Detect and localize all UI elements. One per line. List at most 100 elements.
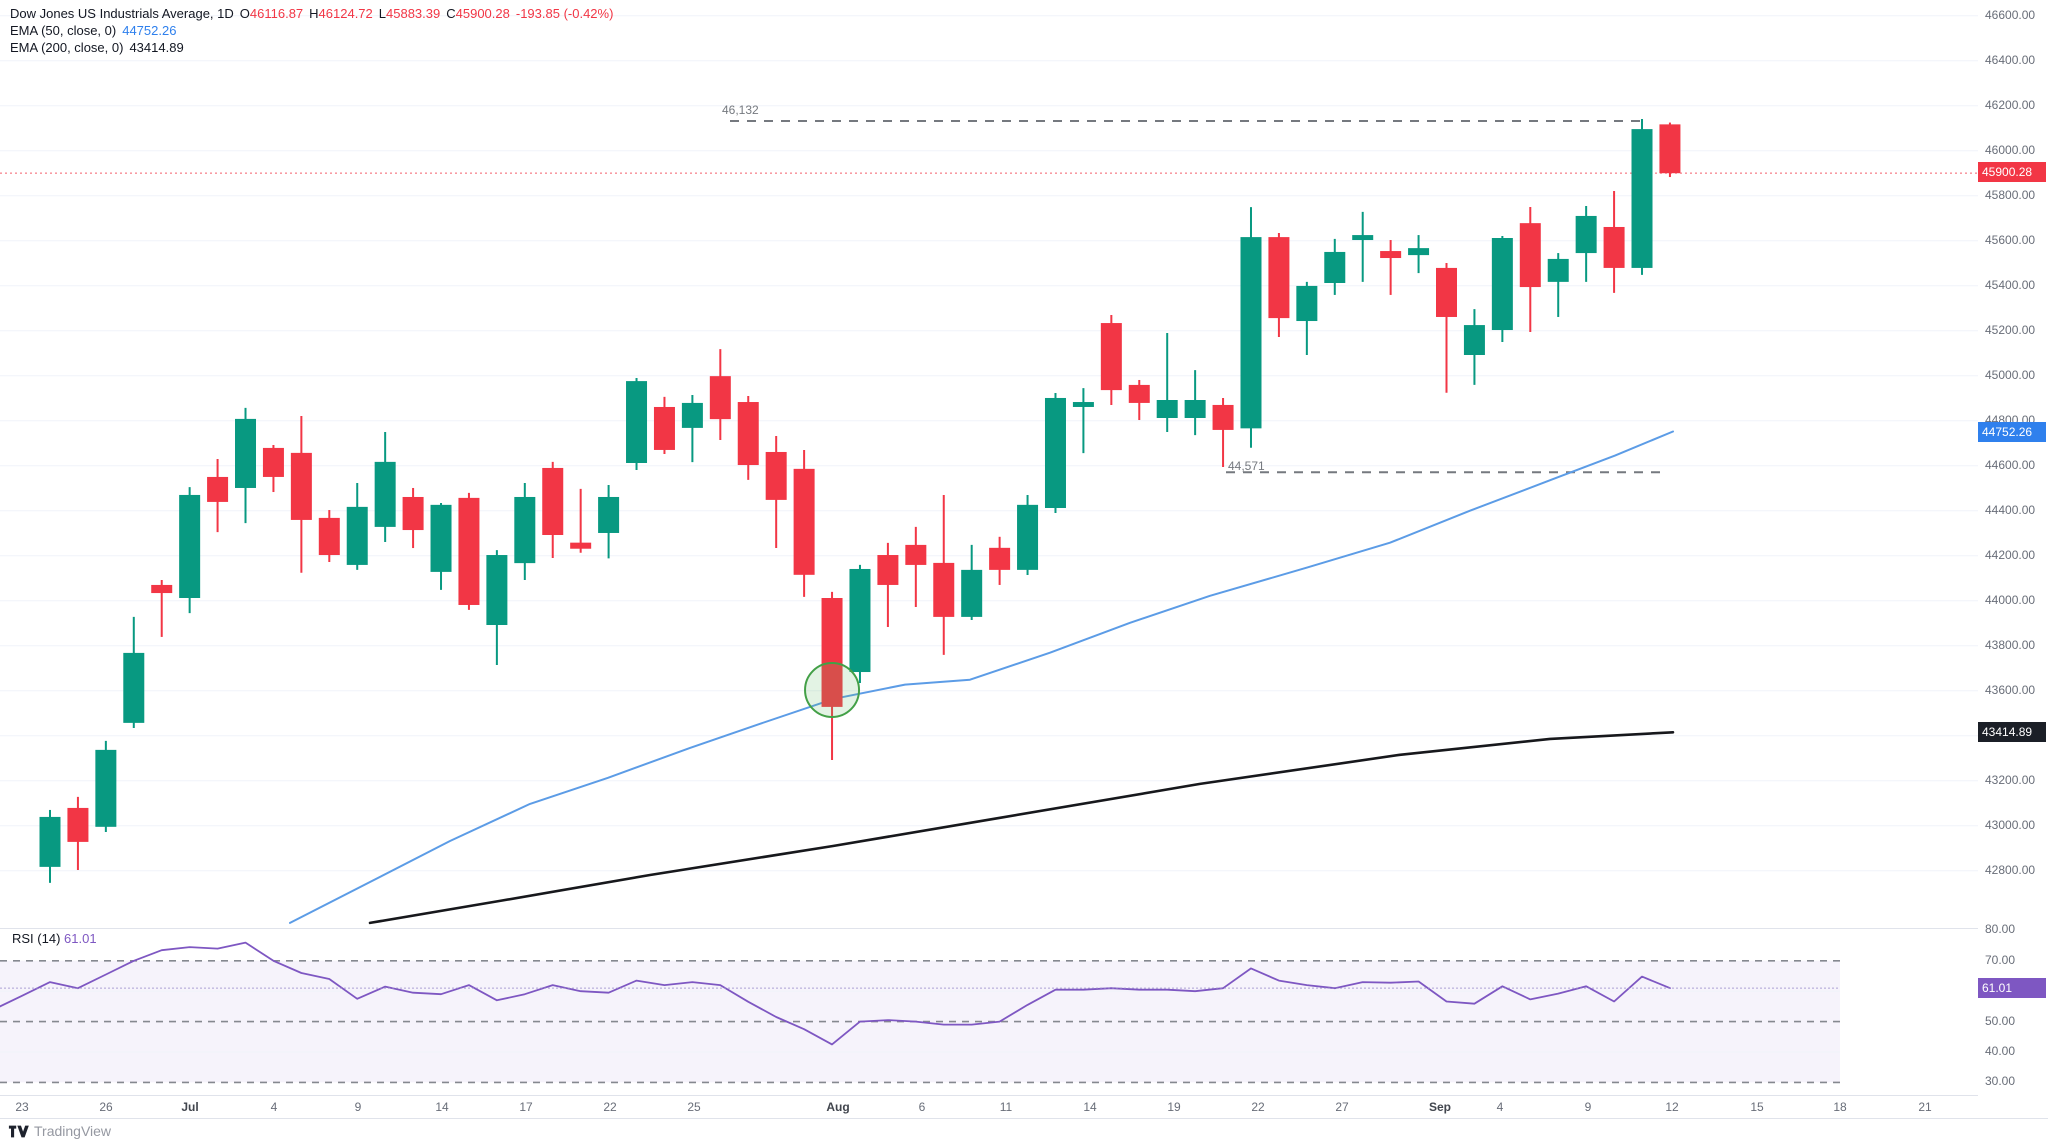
price-axis-label: 46200.00 xyxy=(1985,97,2036,112)
candle[interactable] xyxy=(542,467,564,535)
price-axis-label: 43200.00 xyxy=(1985,772,2036,787)
candle[interactable] xyxy=(961,569,983,617)
candle[interactable] xyxy=(1380,251,1402,259)
candle[interactable] xyxy=(1100,323,1122,391)
time-axis-label: 9 xyxy=(354,1100,362,1114)
candle[interactable] xyxy=(821,598,843,707)
time-axis-label: 14 xyxy=(1083,1100,1097,1114)
level-high-label[interactable]: 46,132 xyxy=(722,103,759,117)
candle[interactable] xyxy=(626,381,648,463)
time-axis-label: Jul xyxy=(181,1100,199,1114)
candle[interactable] xyxy=(905,544,927,565)
timeaxis-bottom-border xyxy=(0,1118,2048,1119)
candle[interactable] xyxy=(458,497,480,605)
level-mid-label[interactable]: 44,571 xyxy=(1228,459,1265,473)
candle[interactable] xyxy=(933,562,955,617)
candle[interactable] xyxy=(39,816,61,867)
candle[interactable] xyxy=(1128,384,1150,403)
price-axis-label: 30.00 xyxy=(1985,1074,2016,1089)
candle[interactable] xyxy=(318,517,340,556)
rsi-badge: 61.01 xyxy=(1978,978,2046,999)
rsi-label: RSI (14) xyxy=(12,931,61,946)
pane-separator[interactable] xyxy=(0,928,1978,929)
candle[interactable] xyxy=(430,504,452,572)
candle[interactable] xyxy=(1156,400,1178,418)
candle[interactable] xyxy=(1491,238,1513,331)
candle[interactable] xyxy=(1603,226,1625,268)
candle[interactable] xyxy=(1575,215,1597,254)
candle[interactable] xyxy=(1017,504,1039,570)
price-axis-label: 46400.00 xyxy=(1985,52,2036,67)
candle[interactable] xyxy=(709,376,731,420)
rsi-legend[interactable]: RSI (14) 61.01 xyxy=(12,931,97,946)
candle[interactable] xyxy=(95,749,117,827)
candle[interactable] xyxy=(1408,248,1430,256)
candle[interactable] xyxy=(1268,237,1290,319)
price-axis-label: 45200.00 xyxy=(1985,322,2036,337)
ohlc-low: L45883.39 xyxy=(378,6,441,21)
rsi-axis-separator xyxy=(0,1095,1978,1096)
time-axis-label: 12 xyxy=(1665,1100,1679,1114)
rsi-value: 61.01 xyxy=(64,931,97,946)
candle[interactable] xyxy=(486,555,508,625)
candle[interactable] xyxy=(1352,235,1374,241)
candle[interactable] xyxy=(207,476,229,502)
symbol-legend-row[interactable]: Dow Jones US Industrials Average, 1D O46… xyxy=(10,6,613,22)
candle[interactable] xyxy=(1631,129,1653,268)
candle[interactable] xyxy=(793,468,815,575)
time-axis[interactable]: 23 26 Jul 4 9 14 17 22 25 Aug 6 11 14 19 22 27 Sep 4 9 12 15… xyxy=(0,1096,1978,1118)
candle[interactable] xyxy=(123,652,145,723)
candle[interactable] xyxy=(179,494,201,598)
ema200-line[interactable] xyxy=(368,731,1675,925)
symbol-legend[interactable]: Dow Jones US Industrials Average, 1D O46… xyxy=(10,6,613,57)
time-axis-label: 17 xyxy=(519,1100,533,1114)
candle[interactable] xyxy=(737,402,759,466)
tradingview-watermark-text: TradingView xyxy=(34,1123,112,1139)
ohlc-open: O46116.87 xyxy=(239,6,304,21)
candle[interactable] xyxy=(598,496,620,533)
candle[interactable] xyxy=(514,496,536,564)
tradingview-watermark[interactable]: TradingView xyxy=(8,1123,111,1139)
price-axis-label: 46600.00 xyxy=(1985,7,2036,22)
candle[interactable] xyxy=(151,584,173,594)
candle[interactable] xyxy=(1212,404,1234,430)
candle[interactable] xyxy=(1436,267,1457,317)
symbol-title[interactable]: Dow Jones US Industrials Average, 1D xyxy=(10,6,234,21)
candle[interactable] xyxy=(877,555,899,585)
candle[interactable] xyxy=(1519,223,1541,288)
candle[interactable] xyxy=(989,547,1011,570)
rsi-line[interactable] xyxy=(0,941,1671,1046)
candle[interactable] xyxy=(290,452,312,520)
candle[interactable] xyxy=(681,402,703,428)
ema50-line[interactable] xyxy=(289,430,1674,924)
candle[interactable] xyxy=(1324,251,1346,283)
candle[interactable] xyxy=(765,451,787,500)
price-axis[interactable]: 46600.00 46400.00 46200.00 46000.00 45800.00… xyxy=(1978,0,2048,1118)
candle[interactable] xyxy=(1072,402,1094,407)
candle[interactable] xyxy=(346,506,368,565)
ema200-legend-row[interactable]: EMA (200, close, 0) 43414.89 xyxy=(10,40,613,56)
candle[interactable] xyxy=(374,461,396,527)
candle[interactable] xyxy=(1240,237,1262,429)
candle[interactable] xyxy=(235,418,257,488)
time-axis-label: Sep xyxy=(1428,1100,1452,1114)
price-axis-label: 40.00 xyxy=(1985,1044,2016,1058)
candle[interactable] xyxy=(1659,124,1681,174)
candle[interactable] xyxy=(570,542,592,549)
ema50-legend-row[interactable]: EMA (50, close, 0) 44752.26 xyxy=(10,23,613,39)
price-axis-label: 44600.00 xyxy=(1985,457,2036,472)
candle[interactable] xyxy=(653,406,675,450)
candle[interactable] xyxy=(67,807,89,842)
price-axis-label: 44200.00 xyxy=(1985,547,2036,562)
candle[interactable] xyxy=(402,496,424,531)
candle[interactable] xyxy=(849,568,871,673)
highlight-circle[interactable] xyxy=(804,662,861,718)
candle[interactable] xyxy=(1296,285,1318,322)
candle[interactable] xyxy=(1547,258,1569,282)
candle[interactable] xyxy=(1044,397,1066,508)
candle[interactable] xyxy=(1463,325,1485,355)
candle[interactable] xyxy=(262,447,284,477)
tradingview-logo-icon xyxy=(8,1125,29,1137)
candle[interactable] xyxy=(1184,400,1206,418)
